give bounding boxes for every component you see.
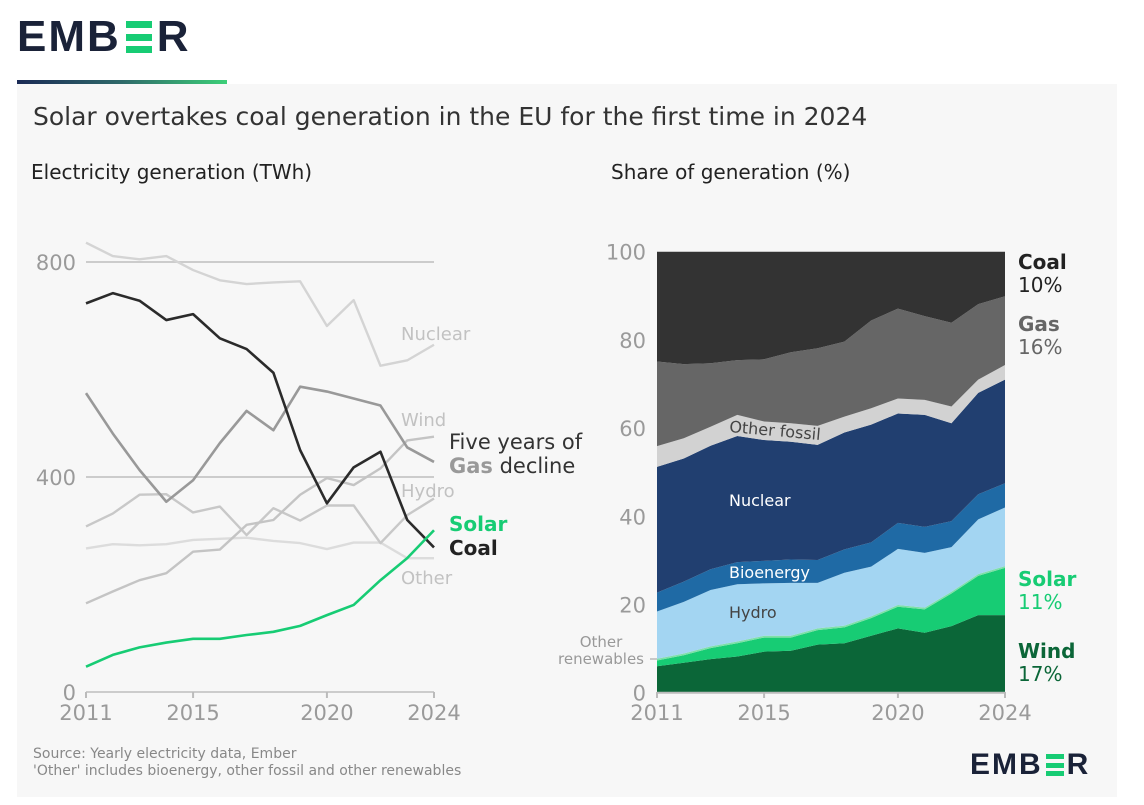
logo-e-bars bbox=[125, 21, 152, 53]
area-bioenergy bbox=[657, 483, 1005, 612]
left-chart-title: Electricity generation (TWh) bbox=[31, 160, 313, 184]
line-label-solar: Solar bbox=[449, 512, 507, 536]
area-label-bioenergy: Bioenergy bbox=[729, 563, 810, 582]
y-tick-label: 40 bbox=[619, 505, 646, 529]
x-tick-label: 2024 bbox=[407, 701, 460, 725]
logo-text-right: R bbox=[156, 12, 191, 61]
line-other bbox=[85, 536, 434, 560]
right-chart-title: Share of generation (%) bbox=[611, 160, 851, 184]
x-tick-label: 2011 bbox=[630, 701, 683, 725]
area-hydro bbox=[657, 507, 1005, 659]
area-solar bbox=[657, 567, 1005, 667]
line-hydro bbox=[85, 493, 435, 545]
line-nuclear bbox=[85, 241, 435, 367]
line-label-coal: Coal bbox=[449, 536, 498, 560]
area-other-fossil bbox=[657, 365, 1005, 467]
gas-annotation-rest: decline bbox=[493, 454, 575, 478]
logo-text-left: EMB bbox=[17, 12, 121, 61]
y-tick-label: 0 bbox=[633, 682, 646, 706]
area-wind bbox=[657, 615, 1005, 693]
gas-annotation-gas: Gas bbox=[449, 454, 493, 478]
gas-annotation-line2: Gas decline bbox=[449, 454, 575, 478]
area-label-nuclear: Nuclear bbox=[729, 491, 791, 510]
y-tick-label: 800 bbox=[36, 251, 76, 275]
logo-text-left: EMB bbox=[970, 748, 1043, 781]
logo-e-bars bbox=[1045, 754, 1064, 776]
area-label-hydro: Hydro bbox=[729, 603, 777, 622]
y-tick-label: 60 bbox=[619, 417, 646, 441]
end-label-solar: Solar bbox=[1018, 567, 1076, 591]
other-note: 'Other' includes bioenergy, other fossil… bbox=[33, 763, 462, 779]
x-tick-label: 2024 bbox=[978, 701, 1031, 725]
line-label-nuclear: Nuclear bbox=[401, 324, 471, 345]
x-tick-label: 2015 bbox=[737, 701, 790, 725]
line-label-hydro: Hydro bbox=[401, 481, 455, 502]
x-tick-label: 2015 bbox=[166, 701, 219, 725]
source-note: Source: Yearly electricity data, Ember bbox=[33, 746, 297, 762]
chart-title: Solar overtakes coal generation in the E… bbox=[33, 102, 868, 131]
end-value-solar: 11% bbox=[1018, 590, 1062, 614]
ember-logo: EMB R bbox=[17, 12, 191, 62]
line-label-wind: Wind bbox=[401, 410, 446, 431]
line-label-other: Other bbox=[401, 568, 453, 589]
line-gas bbox=[84, 385, 435, 504]
x-tick-label: 2020 bbox=[300, 701, 353, 725]
line-wind bbox=[85, 435, 435, 605]
x-tick-label: 2020 bbox=[871, 701, 924, 725]
area-gas bbox=[657, 296, 1005, 447]
end-value-coal: 10% bbox=[1018, 273, 1062, 297]
ember-logo-footer: EMB R bbox=[970, 748, 1090, 782]
end-label-gas: Gas bbox=[1018, 312, 1060, 336]
x-tick-label: 2011 bbox=[59, 701, 112, 725]
end-value-gas: 16% bbox=[1018, 335, 1062, 359]
end-label-coal: Coal bbox=[1018, 250, 1067, 274]
area-nuclear bbox=[657, 379, 1005, 593]
y-tick-label: 100 bbox=[606, 241, 646, 265]
end-label-wind: Wind bbox=[1018, 639, 1075, 663]
line-solar bbox=[85, 529, 435, 668]
line-coal bbox=[85, 291, 435, 549]
gas-annotation-line1: Five years of bbox=[449, 430, 583, 454]
area-label-other-renewables-2: renewables bbox=[558, 650, 644, 668]
y-tick-label: 20 bbox=[619, 594, 646, 618]
area-coal bbox=[657, 251, 1005, 365]
area-label-other-renewables-1: Other bbox=[580, 633, 623, 651]
y-tick-label: 80 bbox=[619, 329, 646, 353]
header-gradient-bar bbox=[17, 80, 227, 84]
logo-text-right: R bbox=[1066, 748, 1091, 781]
y-tick-label: 400 bbox=[36, 466, 76, 490]
y-tick-label: 0 bbox=[63, 681, 76, 705]
end-value-wind: 17% bbox=[1018, 662, 1062, 686]
